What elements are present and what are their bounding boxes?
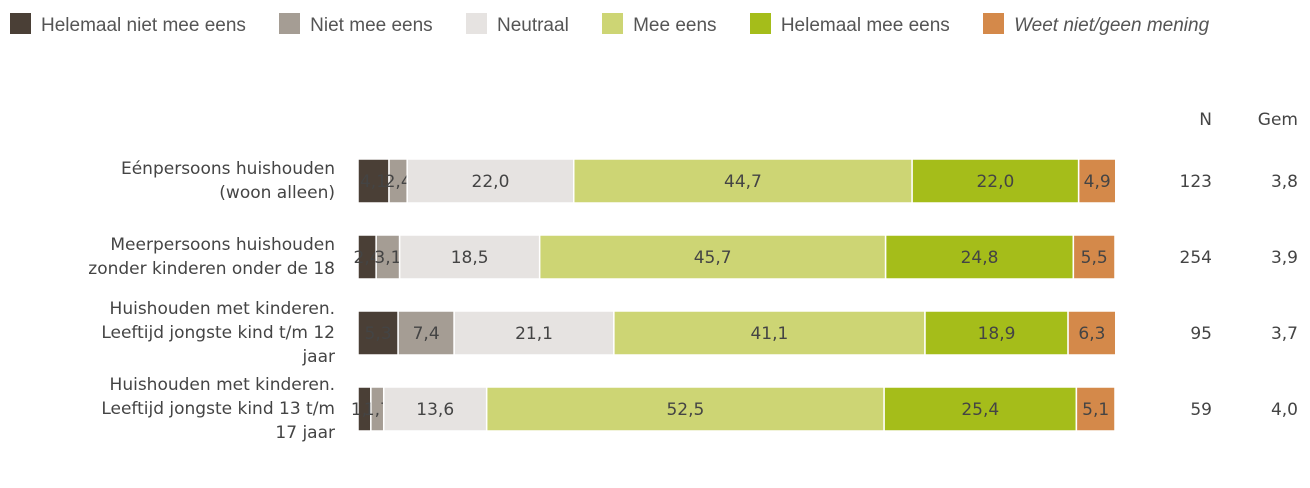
category-label: Meerpersoons huishouden [110,235,335,255]
bar-segment [1075,386,1116,432]
bar-segment [911,158,1080,204]
legend-swatch [983,13,1005,34]
column-header: Gem [1258,110,1298,130]
legend-item: Mee eens [602,13,717,36]
data-label: 22,0 [472,172,510,192]
category-label: Eénpersoons huishouden [121,159,335,179]
legend: Helemaal niet mee eens Niet mee eens Neu… [10,0,1305,52]
column-value: 95 [1190,324,1212,344]
legend-swatch [749,13,771,34]
legend-item: Weet niet/geen mening [983,13,1210,36]
legend-swatch [279,13,301,34]
legend-item: Niet mee eens [279,13,433,36]
bar-segment [357,310,399,356]
data-label: 5,5 [1081,248,1108,268]
data-label: 7,4 [413,324,440,344]
data-label: 2,4 [354,248,381,268]
bar-segment [382,386,488,432]
bar-segment [924,310,1069,356]
column-value: 254 [1180,248,1212,268]
legend-label: Helemaal niet mee eens [41,15,246,36]
legend-item: Helemaal niet mee eens [10,13,246,36]
column-value: 3,7 [1271,324,1298,344]
legend-swatch [465,13,487,34]
category-label: 17 jaar [275,423,335,443]
legend-label: Niet mee eens [310,15,433,36]
column-value: 59 [1190,400,1212,420]
bar-segment [884,234,1075,280]
legend-swatch [602,13,624,34]
bar-segment [1077,158,1117,204]
legend-label: Weet niet/geen mening [1014,15,1210,36]
data-label: 6,3 [1078,324,1105,344]
data-label: 25,4 [961,400,999,420]
data-label: 5,3 [365,324,392,344]
category-label: (woon alleen) [219,183,335,203]
bar-segment [572,158,913,204]
column-value: 3,8 [1271,172,1298,192]
data-label: 2,4 [385,172,412,192]
data-label: 13,6 [416,400,454,420]
legend-label: Neutraal [496,15,569,36]
bar-segment [357,158,390,204]
bar-segment [1067,310,1117,356]
data-label: 18,5 [451,248,489,268]
column-value: 123 [1180,172,1212,192]
data-label: 41,1 [750,324,788,344]
legend-label: Helemaal mee eens [780,15,950,36]
category-label: zonder kinderen onder de 18 [88,259,335,279]
data-label: 5,1 [1082,400,1109,420]
category-label: jaar [301,347,335,367]
data-label: 4,1 [360,172,387,192]
legend-label: Mee eens [633,15,717,36]
category-label: Huishouden met kinderen. [110,375,335,395]
category-label: Leeftijd jongste kind t/m 12 [101,323,335,343]
data-label: 24,8 [961,248,999,268]
bar-segment [883,386,1078,432]
column-header: N [1199,110,1212,130]
data-label: 22,0 [976,172,1014,192]
data-label: 18,9 [978,324,1016,344]
data-label: 45,7 [694,248,732,268]
data-label: 44,7 [724,172,762,192]
bar-segment [613,310,926,356]
data-label: 3,1 [374,248,401,268]
data-label: 21,1 [515,324,553,344]
category-label: Leeftijd jongste kind 13 t/m [101,399,335,419]
column-value: 4,0 [1271,400,1298,420]
category-label: Huishouden met kinderen. [110,299,335,319]
column-value: 3,9 [1271,248,1298,268]
bar-segment [1072,234,1116,280]
bar-segment [485,386,885,432]
bar-segment [538,234,887,280]
legend-swatch [10,13,31,34]
legend-item: Neutraal [465,13,569,36]
data-label: 52,5 [666,400,704,420]
data-label: 4,9 [1084,172,1111,192]
legend-item: Helemaal mee eens [749,13,950,36]
